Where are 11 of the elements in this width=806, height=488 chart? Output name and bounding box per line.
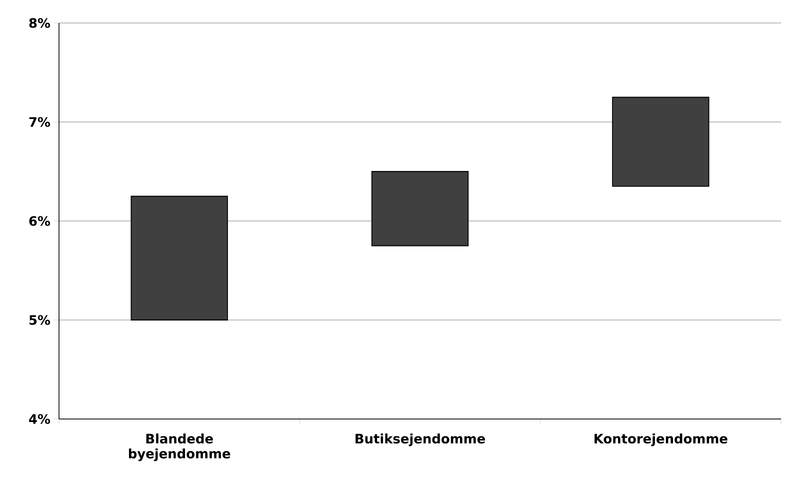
x-tick-label: Kontorejendomme	[594, 434, 728, 446]
y-tick-label: 8%	[29, 18, 50, 28]
y-tick-label: 7%	[29, 117, 50, 127]
bar	[371, 171, 469, 246]
y-tick-label: 6%	[29, 216, 50, 226]
bar	[612, 96, 710, 187]
y-tick-label: 4%	[29, 414, 50, 424]
bar	[130, 196, 228, 320]
x-tick-label: Butiksejendomme	[356, 434, 485, 446]
y-tick-label: 5%	[29, 315, 50, 325]
x-tick-label: Blandede byejendomme	[128, 434, 230, 462]
